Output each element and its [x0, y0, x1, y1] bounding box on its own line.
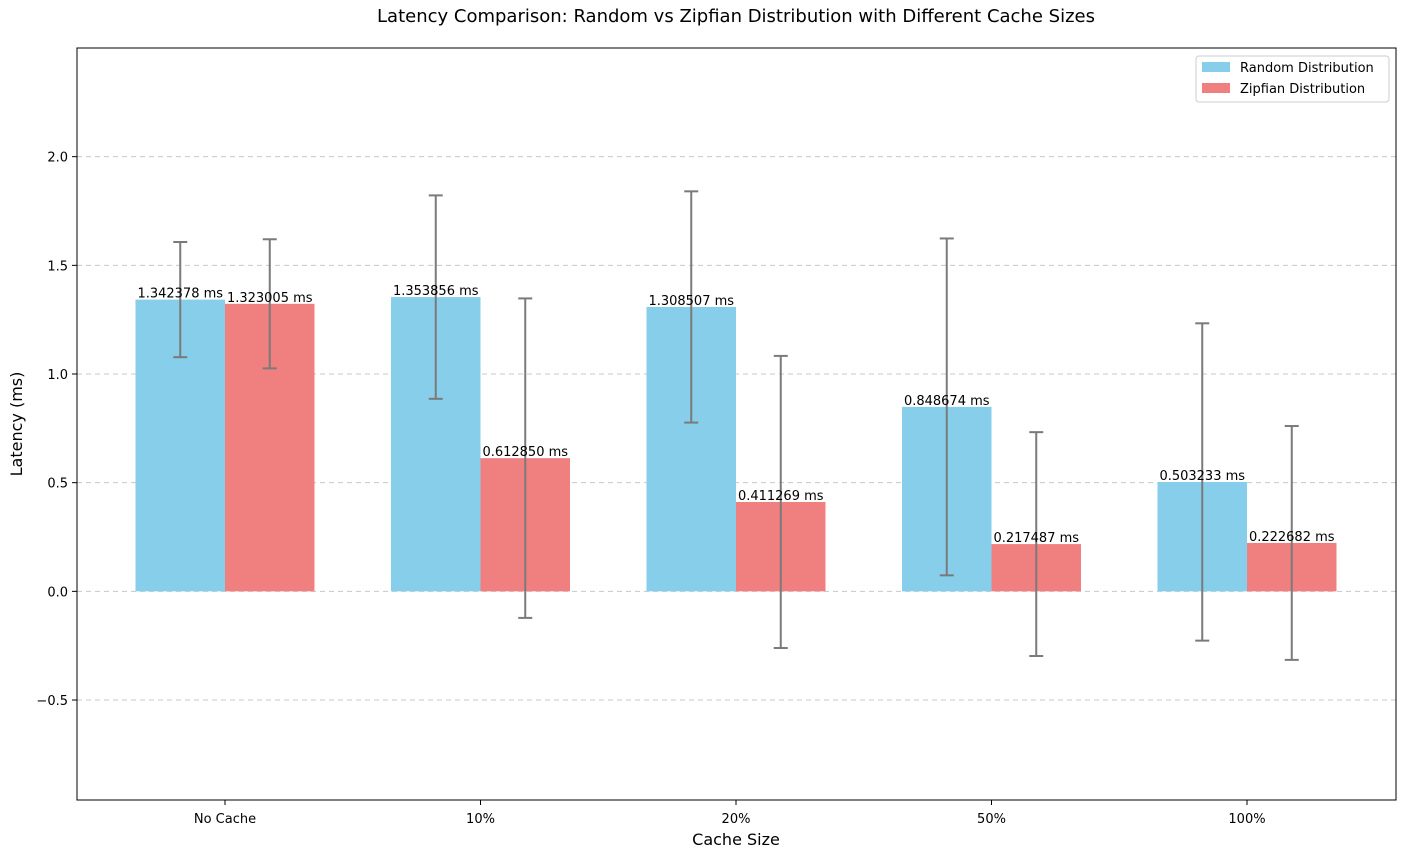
legend-label-random: Random Distribution	[1240, 61, 1374, 76]
x-tick-label: 100%	[1228, 812, 1265, 827]
x-tick-label: No Cache	[194, 812, 256, 827]
legend: Random Distribution Zipfian Distribution	[1195, 55, 1390, 103]
error-bars	[173, 190, 1299, 661]
legend-box	[1195, 55, 1390, 103]
chart-title: Latency Comparison: Random vs Zipfian Di…	[377, 6, 1095, 27]
bar-value-label: 1.323005 ms	[227, 291, 313, 306]
y-tick-label: 0.0	[47, 585, 68, 600]
bar-value-label: 0.612850 ms	[482, 445, 568, 460]
bar-value-label: 1.308507 ms	[648, 294, 734, 309]
y-tick-label: 0.5	[47, 477, 68, 492]
y-tick-label: 1.0	[47, 368, 68, 383]
legend-swatch-random	[1202, 62, 1230, 72]
x-axis-ticks: No Cache 10% 20% 50% 100%	[194, 800, 1266, 827]
legend-label-zipfian: Zipfian Distribution	[1240, 82, 1365, 97]
x-tick-label: 10%	[466, 812, 495, 827]
x-tick-label: 50%	[977, 812, 1006, 827]
bar-value-label: 1.353856 ms	[393, 284, 479, 299]
bars	[135, 297, 1337, 592]
bar-value-label: 0.222682 ms	[1249, 530, 1335, 545]
bar-labels: 1.342378 ms 1.353856 ms 1.308507 ms 0.84867…	[137, 284, 1334, 546]
x-axis-label: Cache Size	[692, 830, 780, 849]
y-axis-label: Latency (ms)	[7, 372, 26, 477]
bar-value-label: 0.503233 ms	[1159, 469, 1245, 484]
bar-value-label: 1.342378 ms	[137, 287, 223, 302]
y-tick-label: 2.0	[47, 151, 68, 166]
y-tick-label: 1.5	[47, 259, 68, 274]
bar-value-label: 0.411269 ms	[738, 489, 824, 504]
y-axis-ticks: −0.5 0.0 0.5 1.0 1.5 2.0	[36, 151, 77, 709]
bar-value-label: 0.848674 ms	[904, 394, 990, 409]
bar-value-label: 0.217487 ms	[993, 531, 1079, 546]
x-tick-label: 20%	[722, 812, 751, 827]
legend-swatch-zipfian	[1202, 83, 1230, 93]
y-tick-label: −0.5	[36, 694, 68, 709]
